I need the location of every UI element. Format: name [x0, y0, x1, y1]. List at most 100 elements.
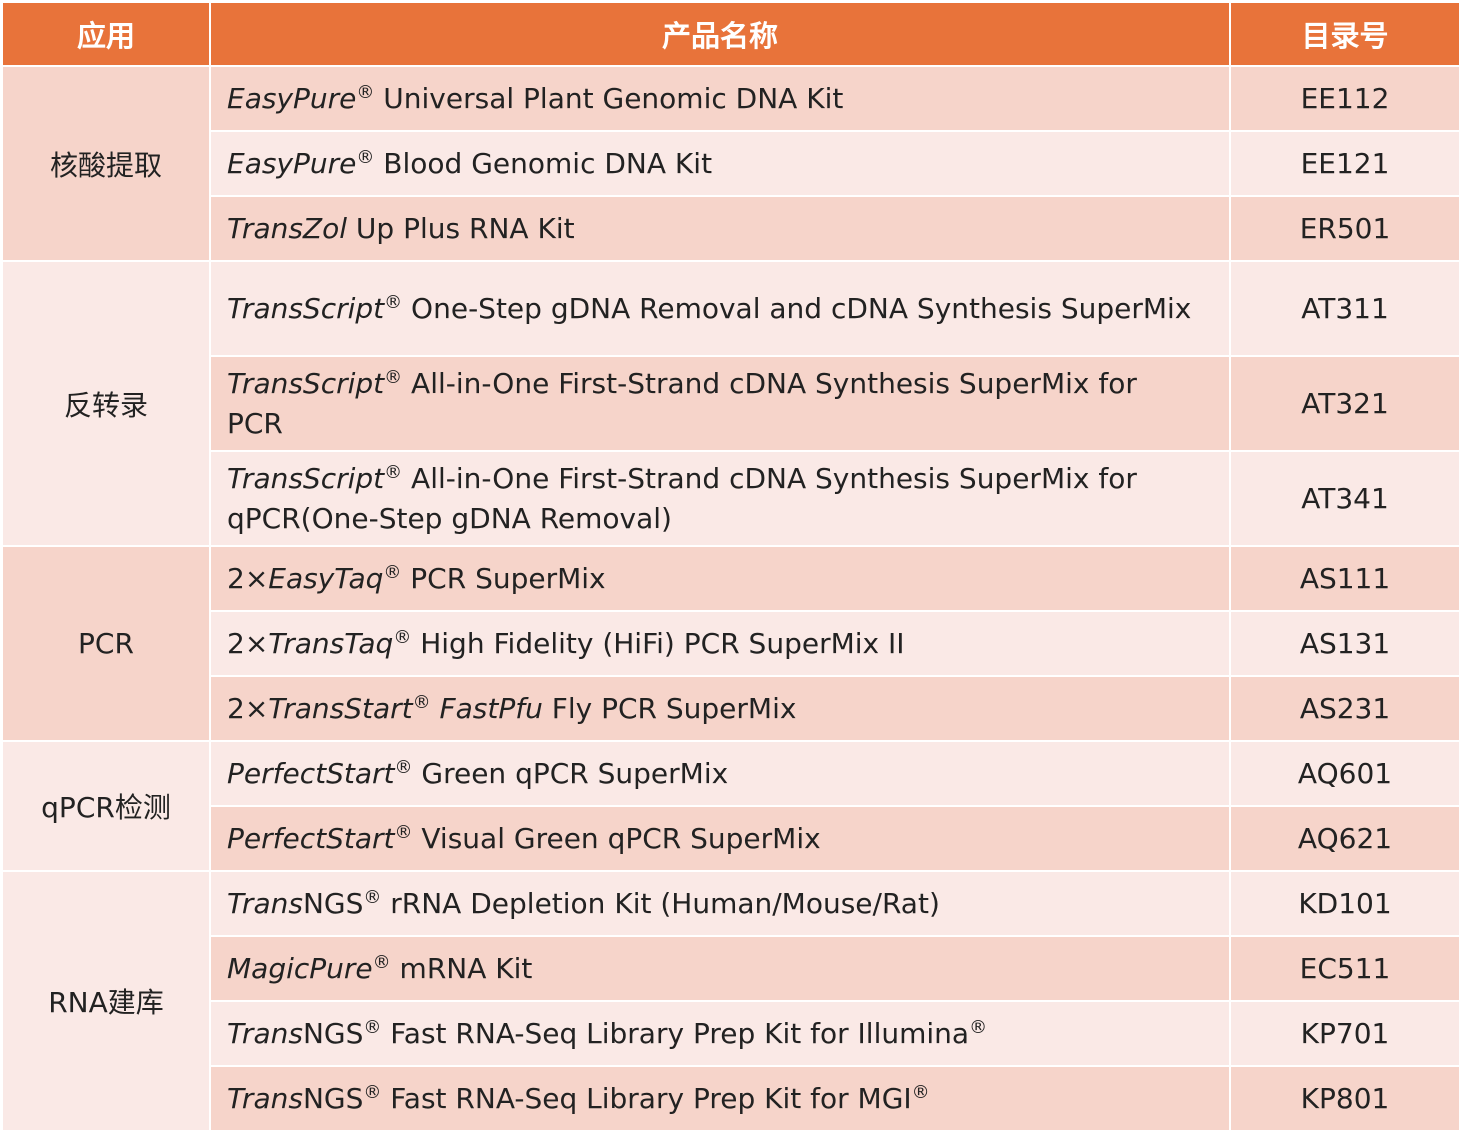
- header-cell: 应用: [3, 3, 209, 65]
- name-segment: NGS: [302, 1016, 364, 1050]
- name-segment: Up Plus RNA Kit: [347, 211, 575, 245]
- product-row: TransScript® All-in-One First-Strand cDN…: [3, 357, 1459, 450]
- name-segment: ®: [384, 291, 403, 313]
- name-segment: Green qPCR SuperMix: [412, 756, 729, 790]
- catalog-cell: AT341: [1231, 452, 1459, 545]
- name-segment: 2×: [227, 561, 269, 595]
- name-segment: ®: [384, 461, 403, 483]
- name-segment: High Fidelity (HiFi) PCR SuperMix II: [411, 626, 905, 660]
- product-name-cell: TransScript® One-Step gDNA Removal and c…: [211, 262, 1229, 355]
- product-name-cell: 2×TransStart® FastPfu Fly PCR SuperMix: [211, 677, 1229, 740]
- product-row: 核酸提取 EasyPure® Universal Plant Genomic DN…: [3, 67, 1459, 260]
- name-segment: ®: [363, 1081, 382, 1103]
- name-segment: mRNA Kit: [390, 951, 533, 985]
- catalog-cell: KP701: [1231, 1002, 1459, 1065]
- product-row: TransZol Up Plus RNA Kit ER501: [3, 197, 1459, 260]
- name-segment: ®: [969, 1016, 988, 1038]
- name-segment: 2×: [227, 691, 269, 725]
- name-segment: ®: [356, 81, 375, 103]
- name-segment: Trans: [227, 1081, 303, 1115]
- product-name-cell: TransScript® All-in-One First-Strand cDN…: [211, 357, 1229, 450]
- name-segment: MagicPure: [227, 951, 373, 985]
- application-cell: PCR: [3, 547, 209, 740]
- catalog-cell: AS111: [1231, 547, 1459, 610]
- product-name-cell: PerfectStart® Green qPCR SuperMix: [211, 742, 1229, 805]
- product-name-cell: TransZol Up Plus RNA Kit: [211, 197, 1229, 260]
- name-segment: TransScript: [227, 291, 385, 325]
- product-row: PCR 2×EasyTaq® PCR SuperMix AS111: [3, 547, 1459, 740]
- product-name-cell: TransNGS® Fast RNA-Seq Library Prep Kit …: [211, 1002, 1229, 1065]
- catalog-cell: AS131: [1231, 612, 1459, 675]
- name-segment: rRNA Depletion Kit (Human/Mouse/Rat): [381, 886, 940, 920]
- header-cell: 目录号: [1231, 3, 1459, 65]
- name-segment: TransZol: [227, 211, 348, 245]
- name-segment: ®: [384, 366, 403, 388]
- name-segment: Fast RNA-Seq Library Prep Kit for Illumi…: [381, 1016, 970, 1050]
- name-segment: ®: [363, 886, 382, 908]
- header-row: 应用 产品名称 目录号: [3, 3, 1459, 65]
- name-segment: TransTaq: [268, 626, 394, 660]
- name-segment: Fly PCR SuperMix: [542, 691, 797, 725]
- name-segment: Trans: [227, 1016, 303, 1050]
- catalog-cell: KP801: [1231, 1067, 1459, 1130]
- product-row: TransNGS® Fast RNA-Seq Library Prep Kit …: [3, 1067, 1459, 1130]
- name-segment: Blood Genomic DNA Kit: [374, 146, 713, 180]
- name-segment: FastPfu: [430, 691, 543, 725]
- name-segment: 2×: [227, 626, 269, 660]
- name-segment: All-in-One First-Strand cDNA Synthesis S…: [227, 461, 1137, 535]
- product-row: EasyPure® Blood Genomic DNA Kit EE121: [3, 132, 1459, 195]
- name-segment: ®: [363, 1016, 382, 1038]
- name-segment: TransStart: [268, 691, 413, 725]
- catalog-cell: KD101: [1231, 872, 1459, 935]
- name-segment: ®: [356, 146, 375, 168]
- catalog-cell: AT321: [1231, 357, 1459, 450]
- name-segment: Universal Plant Genomic DNA Kit: [374, 81, 844, 115]
- application-cell: qPCR检测: [3, 742, 209, 870]
- product-name-cell: EasyPure® Universal Plant Genomic DNA Ki…: [211, 67, 1229, 130]
- name-segment: ®: [394, 821, 413, 843]
- product-name-cell: EasyPure® Blood Genomic DNA Kit: [211, 132, 1229, 195]
- catalog-cell: AS231: [1231, 677, 1459, 740]
- product-name-cell: TransNGS® Fast RNA-Seq Library Prep Kit …: [211, 1067, 1229, 1130]
- name-segment: EasyPure: [227, 81, 357, 115]
- product-name-cell: MagicPure® mRNA Kit: [211, 937, 1229, 1000]
- header-cell: 产品名称: [211, 3, 1229, 65]
- product-name-cell: TransScript® All-in-One First-Strand cDN…: [211, 452, 1229, 545]
- product-row: MagicPure® mRNA Kit EC511: [3, 937, 1459, 1000]
- product-row: PerfectStart® Visual Green qPCR SuperMix…: [3, 807, 1459, 870]
- name-segment: All-in-One First-Strand cDNA Synthesis S…: [227, 366, 1137, 440]
- name-segment: Fast RNA-Seq Library Prep Kit for MGI: [381, 1081, 912, 1115]
- catalog-cell: EE121: [1231, 132, 1459, 195]
- name-segment: ®: [394, 756, 413, 778]
- name-segment: ®: [911, 1081, 930, 1103]
- product-row: TransNGS® Fast RNA-Seq Library Prep Kit …: [3, 1002, 1459, 1065]
- product-row: 2×TransTaq® High Fidelity (HiFi) PCR Sup…: [3, 612, 1459, 675]
- catalog-cell: AT311: [1231, 262, 1459, 355]
- name-segment: ®: [372, 951, 391, 973]
- product-row: TransScript® All-in-One First-Strand cDN…: [3, 452, 1459, 545]
- product-name-cell: TransNGS® rRNA Depletion Kit (Human/Mous…: [211, 872, 1229, 935]
- product-row: qPCR检测 PerfectStart® Green qPCR SuperMix A…: [3, 742, 1459, 870]
- name-segment: TransScript: [227, 461, 385, 495]
- name-segment: PerfectStart: [227, 756, 395, 790]
- application-cell: 核酸提取: [3, 67, 209, 260]
- catalog-cell: ER501: [1231, 197, 1459, 260]
- product-row: 2×TransStart® FastPfu Fly PCR SuperMix AS…: [3, 677, 1459, 740]
- name-segment: EasyTaq: [268, 561, 384, 595]
- name-segment: One-Step gDNA Removal and cDNA Synthesis…: [402, 291, 1192, 325]
- name-segment: EasyPure: [227, 146, 357, 180]
- table-body: 核酸提取 EasyPure® Universal Plant Genomic DN…: [3, 67, 1459, 1130]
- name-segment: TransScript: [227, 366, 385, 400]
- catalog-cell: EE112: [1231, 67, 1459, 130]
- catalog-cell: AQ621: [1231, 807, 1459, 870]
- name-segment: Trans: [227, 886, 303, 920]
- name-segment: PCR SuperMix: [401, 561, 606, 595]
- product-row: RNA建库 TransNGS® rRNA Depletion Kit (Human…: [3, 872, 1459, 1130]
- catalog-cell: EC511: [1231, 937, 1459, 1000]
- application-cell: 反转录: [3, 262, 209, 545]
- name-segment: NGS: [302, 1081, 364, 1115]
- name-segment: NGS: [302, 886, 364, 920]
- product-name-cell: PerfectStart® Visual Green qPCR SuperMix: [211, 807, 1229, 870]
